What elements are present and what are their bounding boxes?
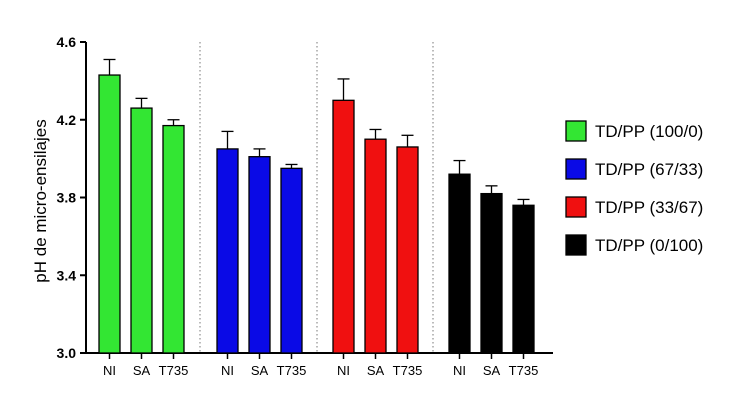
bar: [396, 146, 419, 354]
y-axis-title: pH de micro-ensilajes: [31, 119, 50, 282]
x-tick-label: T735: [393, 363, 423, 378]
bar: [448, 173, 471, 354]
legend-swatch: [565, 158, 587, 180]
y-tick-label: 3.0: [57, 345, 77, 361]
bar: [98, 74, 121, 354]
x-tick-label: SA: [367, 363, 385, 378]
bar: [248, 156, 271, 354]
legend-item: TD/PP (33/67): [565, 196, 703, 218]
legend-item: TD/PP (67/33): [565, 158, 703, 180]
x-tick-label: SA: [251, 363, 269, 378]
x-tick-label: T735: [159, 363, 189, 378]
plot-area: 3.03.43.84.24.6NI SA T735 NI SA T735 NI SA T735 N…: [57, 34, 553, 378]
bar: [162, 124, 185, 354]
legend-item: TD/PP (100/0): [565, 120, 703, 142]
legend-label: TD/PP (0/100): [595, 236, 703, 255]
y-tick-label: 4.6: [57, 34, 77, 50]
legend-swatch: [565, 196, 587, 218]
legend-label: TD/PP (67/33): [595, 160, 703, 179]
y-tick-label: 3.4: [57, 267, 77, 283]
series-2: NI SA T735: [216, 130, 307, 378]
legend-item: TD/PP (0/100): [565, 234, 703, 256]
legend: TD/PP (100/0) TD/PP (67/33) TD/PP (33/67) T…: [565, 120, 703, 256]
bar: [332, 99, 355, 354]
y-tick-label: 4.2: [57, 112, 77, 128]
x-tick-label: SA: [483, 363, 501, 378]
series-3: NI SA T735: [332, 78, 423, 378]
bar: [280, 167, 303, 354]
bar: [216, 148, 239, 354]
legend-label: TD/PP (100/0): [595, 122, 703, 141]
bar: [130, 107, 153, 354]
bar: [480, 192, 503, 354]
legend-swatch: [565, 234, 587, 256]
x-tick-label: T735: [509, 363, 539, 378]
legend-label: TD/PP (33/67): [595, 198, 703, 217]
x-tick-label: NI: [221, 363, 234, 378]
series-1: NI SA T735: [98, 58, 189, 378]
legend-swatch: [565, 120, 587, 142]
x-tick-label: NI: [337, 363, 350, 378]
x-tick-label: T735: [277, 363, 307, 378]
series-4: NI SA T735: [448, 159, 539, 378]
x-tick-label: NI: [453, 363, 466, 378]
x-tick-label: SA: [133, 363, 151, 378]
x-tick-label: NI: [103, 363, 116, 378]
bar: [364, 138, 387, 354]
bar: [512, 204, 535, 354]
y-tick-label: 3.8: [57, 190, 77, 206]
